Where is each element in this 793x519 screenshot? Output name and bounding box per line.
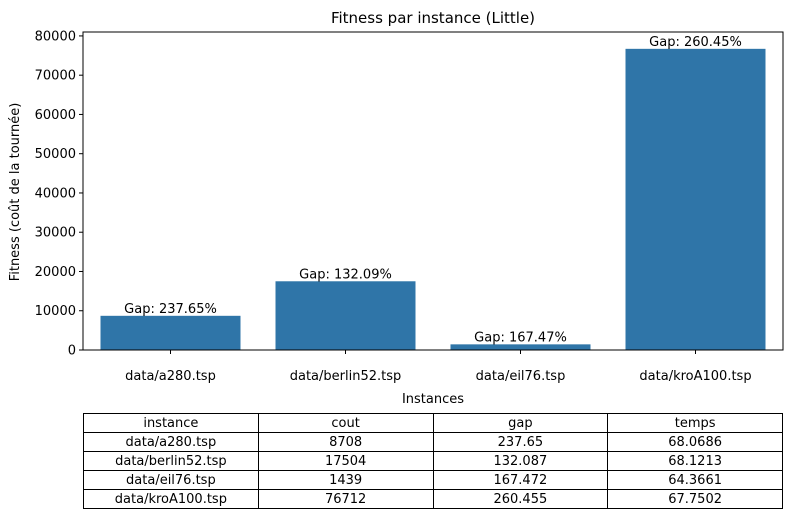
x-axis-label: Instances (402, 392, 464, 407)
table-cell: 76712 (257, 489, 434, 509)
table-row: data/eil76.tsp 1439 167.472 64.3661 (83, 470, 783, 490)
table-cell: 67.7502 (607, 489, 783, 509)
bar-data-label: Gap: 237.65% (124, 302, 217, 317)
table-cell: 68.1213 (607, 451, 783, 471)
y-tick-label: 50000 (35, 147, 76, 162)
table-cell: 260.455 (432, 489, 609, 509)
y-tick-label: 0 (68, 344, 76, 359)
table-cell: 17504 (257, 451, 434, 471)
table-cell: 237.65 (432, 432, 609, 452)
table-header-instance: instance (83, 413, 259, 433)
y-tick-label: 80000 (35, 29, 76, 44)
bar-chart: Fitness par instance (Little) Gap: 237.6… (8, 9, 784, 407)
y-tick-label: 60000 (35, 108, 76, 123)
bar-data-label: Gap: 132.09% (299, 267, 392, 282)
bar-data-label: Gap: 260.45% (649, 35, 742, 50)
y-axis-label: Fitness (coût de la tournée) (8, 103, 23, 282)
bars-group (100, 48, 766, 350)
table-header-gap: gap (432, 413, 609, 433)
bar (275, 281, 416, 350)
table-cell: 8708 (257, 432, 434, 452)
x-tick-label: data/kroA100.tsp (639, 369, 751, 384)
bar-labels-group: Gap: 237.65% Gap: 132.09% Gap: 167.47% Gap:… (124, 35, 742, 346)
table-cell: 68.0686 (607, 432, 783, 452)
table-cell: data/kroA100.tsp (83, 489, 259, 509)
y-tick-label: 20000 (35, 265, 76, 280)
y-axis-ticks: 0 10000 20000 30000 40000 50000 60000 70000 8000… (35, 29, 83, 359)
y-tick-label: 10000 (35, 304, 76, 319)
table-cell: 64.3661 (607, 470, 783, 490)
table-cell: data/eil76.tsp (83, 470, 259, 490)
table-row: data/kroA100.tsp 76712 260.455 67.7502 (83, 489, 783, 509)
table-cell: data/a280.tsp (83, 432, 259, 452)
y-tick-label: 40000 (35, 186, 76, 201)
table-cell: 1439 (257, 470, 434, 490)
table-cell: data/berlin52.tsp (83, 451, 259, 471)
table-cell: 132.087 (432, 451, 609, 471)
y-tick-label: 30000 (35, 226, 76, 241)
table-header-temps: temps (607, 413, 783, 433)
table-header-cout: cout (257, 413, 434, 433)
table-row: data/a280.tsp 8708 237.65 68.0686 (83, 432, 783, 452)
plot-frame (82, 31, 784, 351)
x-tick-label: data/berlin52.tsp (290, 369, 402, 384)
table-row: data/berlin52.tsp 17504 132.087 68.1213 (83, 451, 783, 471)
table-header-row: instance cout gap temps (83, 413, 783, 433)
x-axis-ticks: data/a280.tsp data/berlin52.tsp data/eil76… (125, 350, 752, 384)
bar (100, 315, 241, 350)
chart-title: Fitness par instance (Little) (331, 9, 535, 27)
x-tick-label: data/eil76.tsp (476, 369, 566, 384)
table-cell: 167.472 (432, 470, 609, 490)
bar (450, 344, 591, 350)
bar-data-label: Gap: 167.47% (474, 330, 567, 345)
results-table: instance cout gap temps data/a280.tsp 87… (83, 413, 783, 509)
bar (625, 48, 766, 350)
x-tick-label: data/a280.tsp (125, 369, 216, 384)
y-tick-label: 70000 (35, 69, 76, 84)
